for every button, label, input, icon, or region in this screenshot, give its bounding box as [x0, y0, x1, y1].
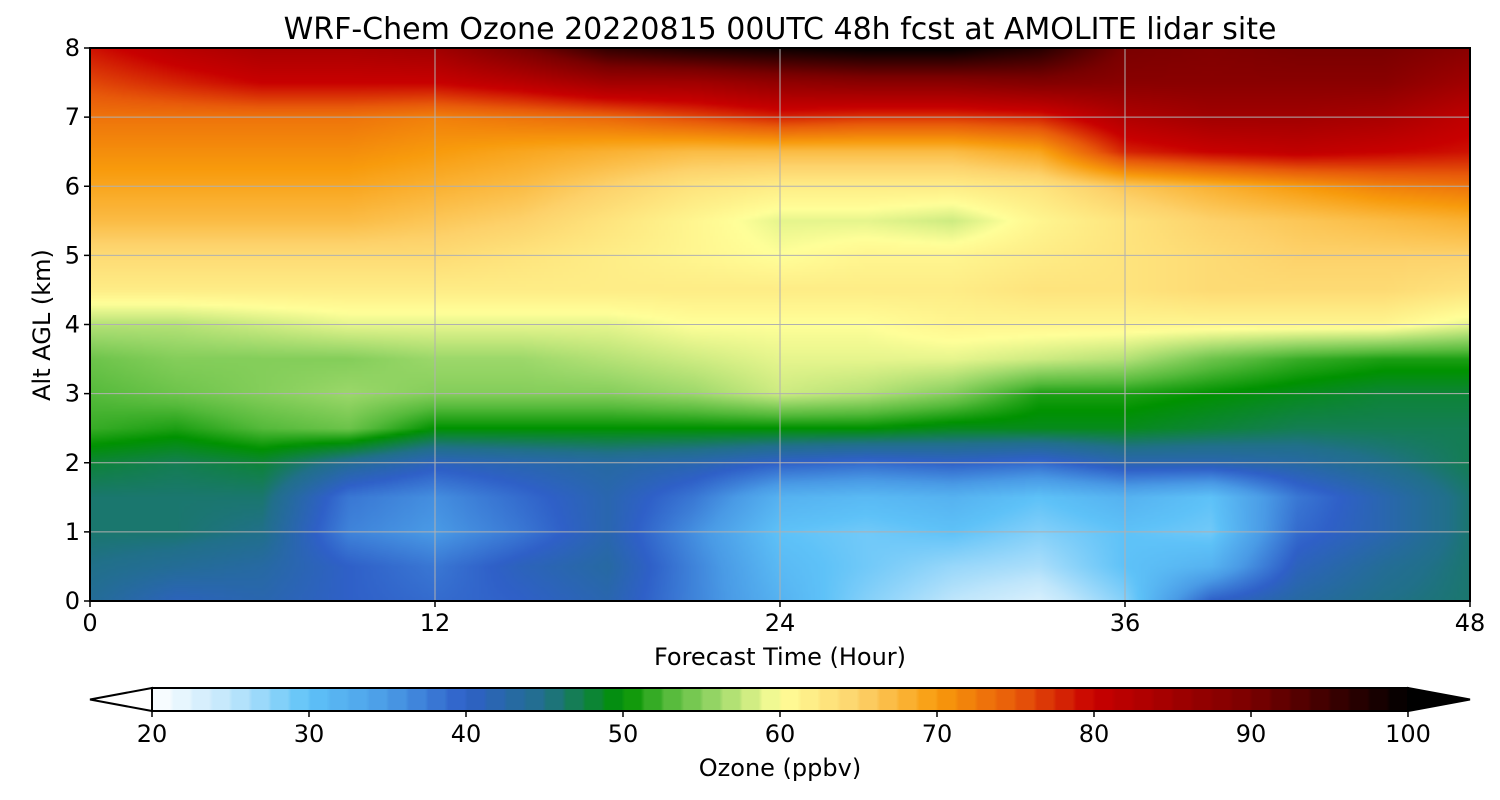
- x-tick-label: 48: [1455, 609, 1486, 637]
- x-axis-ticks: 0 12 24 36 48: [82, 601, 1485, 637]
- y-tick-label: 4: [65, 311, 80, 339]
- colorbar-tick-label: 30: [294, 720, 325, 748]
- colorbar-tick-label: 90: [1236, 720, 1267, 748]
- colorbar-tick-label: 100: [1385, 720, 1431, 748]
- y-tick-label: 3: [65, 380, 80, 408]
- y-tick-label: 8: [65, 34, 80, 62]
- colorbar-ticks: 20 30 40 50 60 70 80 90 100: [137, 711, 1431, 748]
- y-tick-label: 2: [65, 449, 80, 477]
- colorbar-gradient: [152, 688, 1408, 711]
- colorbar-tick-label: 80: [1079, 720, 1110, 748]
- chart-title: WRF-Chem Ozone 20220815 00UTC 48h fcst a…: [284, 12, 1277, 47]
- colorbar-max-extension: [1407, 686, 1471, 713]
- x-tick-label: 24: [765, 609, 796, 637]
- y-tick-label: 0: [65, 587, 80, 615]
- colorbar-min-extension: [89, 686, 153, 713]
- colorbar-tick-label: 40: [451, 720, 482, 748]
- colorbar: 20 30 40 50 60 70 80 90 100 Ozone (ppbv): [89, 686, 1471, 782]
- x-axis-label: Forecast Time (Hour): [654, 643, 906, 671]
- x-tick-label: 36: [1110, 609, 1141, 637]
- y-tick-label: 5: [65, 241, 80, 269]
- y-tick-label: 7: [65, 103, 80, 131]
- y-axis-ticks: 0 1 2 3 4 5 6 7 8: [65, 34, 90, 615]
- y-tick-label: 6: [65, 172, 80, 200]
- colorbar-tick-label: 60: [765, 720, 796, 748]
- colorbar-tick-label: 70: [922, 720, 953, 748]
- plot-area: [89, 47, 1471, 602]
- x-tick-label: 0: [82, 609, 97, 637]
- colorbar-tick-label: 20: [137, 720, 168, 748]
- colorbar-label: Ozone (ppbv): [699, 754, 861, 782]
- x-tick-label: 12: [420, 609, 451, 637]
- colorbar-tick-label: 50: [608, 720, 639, 748]
- y-tick-label: 1: [65, 518, 80, 546]
- y-axis-label: Alt AGL (km): [28, 249, 56, 401]
